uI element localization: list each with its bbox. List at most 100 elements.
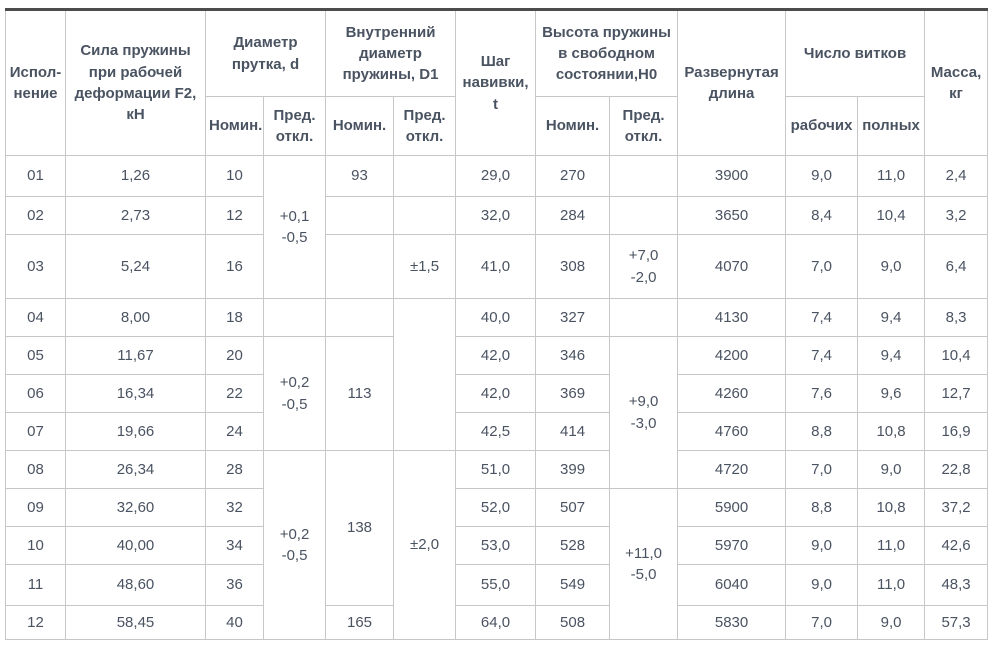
cell-d1-deviation: ±2,0 (393, 450, 457, 640)
table-header: Испол- нение Сила пружины при рабочей де… (5, 9, 989, 156)
cell-length: 4200 (677, 336, 787, 375)
cell-turns-full: 10,8 (857, 412, 926, 451)
cell-mass: 2,4 (924, 155, 989, 197)
table-row: 08 26,34 28 +0,2 -0,5 138 ±2,0 51,0 399 … (5, 450, 989, 640)
cell-mass: 16,9 (924, 412, 989, 451)
cell-turns-working: 9,0 (785, 526, 859, 565)
cell-d1-nominal: 113 (325, 336, 395, 451)
cell-turns-full: 9,6 (857, 374, 926, 413)
cell-turns-working: 8,8 (785, 488, 859, 527)
header-mass: Масса, кг (924, 9, 989, 156)
cell-length: 5970 (677, 526, 787, 565)
cell-mass: 42,6 (924, 526, 989, 565)
cell-d-nominal: 34 (205, 526, 264, 565)
cell-length: 4130 (677, 298, 787, 337)
cell-d1-nominal: 138 (325, 450, 395, 606)
cell-d1-nominal (325, 196, 395, 235)
cell-turns-working: 7,6 (785, 374, 859, 413)
cell-execution: 06 (5, 374, 66, 413)
cell-d-deviation (262, 298, 327, 337)
cell-force-f2: 16,34 (65, 374, 206, 413)
cell-pitch: 53,0 (455, 526, 537, 565)
cell-force-f2: 58,45 (65, 605, 206, 640)
table-body: 01 1,26 10 +0,1 -0,5 93 29,0 270 3900 9,… (5, 155, 989, 640)
cell-d-deviation: +0,2 -0,5 (262, 336, 327, 451)
cell-mass: 6,4 (924, 234, 989, 299)
cell-turns-full: 11,0 (857, 155, 926, 197)
cell-pitch: 52,0 (455, 488, 537, 527)
cell-pitch: 55,0 (455, 564, 537, 606)
cell-d1-nominal: 165 (325, 605, 395, 640)
cell-mass: 37,2 (924, 488, 989, 527)
cell-turns-working: 9,0 (785, 155, 859, 197)
cell-turns-working: 7,4 (785, 336, 859, 375)
cell-mass: 48,3 (924, 564, 989, 606)
cell-execution: 01 (5, 155, 66, 197)
cell-d-nominal: 32 (205, 488, 264, 527)
cell-turns-working: 8,4 (785, 196, 859, 235)
cell-h0-deviation (609, 196, 679, 235)
table-row: 12 58,45 40 165 64,0 508 5830 7,0 9,0 57… (5, 605, 989, 640)
cell-h0-deviation: +11,0 -5,0 (609, 488, 679, 640)
cell-execution: 05 (5, 336, 66, 375)
header-rod-diameter: Диаметр прутка, d (204, 9, 327, 97)
cell-mass: 3,2 (924, 196, 989, 235)
cell-d1-nominal: 93 (325, 155, 395, 197)
cell-d1-nominal (325, 298, 395, 337)
cell-execution: 03 (5, 234, 66, 299)
header-unfolded-length: Развернутая длина (677, 9, 787, 156)
cell-execution: 09 (5, 488, 66, 527)
cell-turns-full: 9,4 (857, 298, 926, 337)
cell-d1-nominal (325, 234, 395, 299)
cell-pitch: 29,0 (455, 155, 537, 197)
cell-length: 6040 (677, 564, 787, 606)
cell-execution: 10 (5, 526, 66, 565)
cell-d-nominal: 12 (205, 196, 264, 235)
cell-execution: 07 (5, 412, 66, 451)
cell-turns-working: 7,0 (785, 605, 859, 640)
header-d1-nominal: Номин. (325, 96, 395, 156)
cell-d-nominal: 10 (205, 155, 264, 197)
cell-h0-nominal: 507 (535, 488, 611, 527)
cell-h0-nominal: 369 (535, 374, 611, 413)
table-row: 11 48,60 36 55,0 549 6040 9,0 11,0 48,3 (5, 564, 989, 606)
cell-h0-nominal: 549 (535, 564, 611, 606)
cell-pitch: 64,0 (455, 605, 537, 640)
cell-turns-working: 7,0 (785, 450, 859, 489)
cell-h0-nominal: 327 (535, 298, 611, 337)
spring-parameters-table: Испол- нение Сила пружины при рабочей де… (5, 8, 989, 640)
cell-h0-nominal: 414 (535, 412, 611, 451)
table-row: 01 1,26 10 +0,1 -0,5 93 29,0 270 3900 9,… (5, 155, 989, 299)
table-row: 10 40,00 34 53,0 528 5970 9,0 11,0 42,6 (5, 526, 989, 565)
cell-turns-full: 11,0 (857, 564, 926, 606)
cell-length: 3900 (677, 155, 787, 197)
cell-mass: 8,3 (924, 298, 989, 337)
cell-h0-deviation (609, 298, 679, 337)
cell-d-deviation: +0,1 -0,5 (262, 155, 327, 299)
cell-d1-deviation (393, 155, 457, 197)
header-h0-nominal: Номин. (535, 96, 611, 156)
table-row: 05 11,67 20 +0,2 -0,5 113 42,0 346 +9,0 … (5, 336, 989, 489)
table-row: 07 19,66 24 42,5 414 4760 8,8 10,8 16,9 (5, 412, 989, 451)
cell-force-f2: 26,34 (65, 450, 206, 489)
header-h0-deviation: Пред. откл. (609, 96, 679, 156)
cell-turns-full: 9,0 (857, 234, 926, 299)
cell-force-f2: 48,60 (65, 564, 206, 606)
cell-turns-full: 9,0 (857, 450, 926, 489)
cell-d1-deviation: ±1,5 (393, 234, 457, 299)
cell-turns-full: 9,4 (857, 336, 926, 375)
cell-force-f2: 2,73 (65, 196, 206, 235)
cell-d-nominal: 40 (205, 605, 264, 640)
header-free-height: Высота пружины в свободном состоянии,H0 (535, 9, 679, 97)
cell-pitch: 32,0 (455, 196, 537, 235)
cell-force-f2: 11,67 (65, 336, 206, 375)
header-turns-count: Число витков (785, 9, 926, 97)
header-inner-diameter: Внутренний диаметр пружины, D1 (325, 9, 457, 97)
cell-h0-nominal: 528 (535, 526, 611, 565)
cell-d1-deviation (393, 298, 457, 451)
table-row: 09 32,60 32 52,0 507 +11,0 -5,0 5900 8,8… (5, 488, 989, 640)
cell-pitch: 40,0 (455, 298, 537, 337)
cell-h0-nominal: 399 (535, 450, 611, 489)
cell-execution: 11 (5, 564, 66, 606)
cell-turns-full: 11,0 (857, 526, 926, 565)
